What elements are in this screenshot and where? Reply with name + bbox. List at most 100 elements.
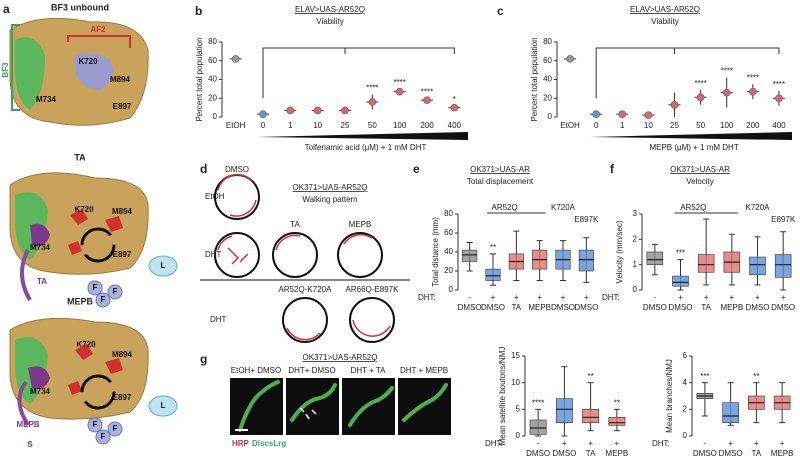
- box: [672, 275, 689, 287]
- y-axis-label: Percent total population: [530, 37, 539, 121]
- x-tick-label: 200: [420, 121, 434, 130]
- y-tick-label: 15: [511, 351, 520, 360]
- view-title: TA: [74, 152, 86, 162]
- group-label: K720A: [551, 203, 576, 212]
- x-tick-label: MEPB: [606, 449, 629, 458]
- point: [450, 103, 459, 112]
- box: [485, 268, 501, 281]
- point: [696, 93, 705, 102]
- point: [644, 111, 653, 119]
- residue-label: K720: [74, 205, 94, 214]
- point: [395, 87, 404, 96]
- row-value: -: [468, 293, 471, 302]
- residue-label: F: [113, 424, 118, 433]
- y-tick-label: 2: [633, 234, 638, 243]
- x-tick-label: 200: [746, 121, 760, 130]
- panel-label: c: [497, 4, 504, 18]
- peptide: [148, 395, 178, 417]
- box: [529, 419, 547, 435]
- condition: DHT+ DMSO: [288, 366, 335, 375]
- residue-label: F: [101, 432, 106, 441]
- af2-bracket: [67, 35, 131, 48]
- residue-label: M894: [112, 350, 133, 359]
- residue-label: M734: [30, 387, 51, 396]
- significance: ****: [366, 84, 378, 93]
- x-tick-label: DMSO: [574, 303, 598, 312]
- x-tick-label: 0: [261, 121, 266, 130]
- row-label: DHT: [210, 315, 227, 324]
- nmj-images: [230, 378, 451, 435]
- x-tick-label: EtOH: [560, 121, 580, 130]
- y-tick-label: 60: [208, 56, 217, 65]
- column-title: DMSO: [225, 165, 249, 174]
- chart-title: OK371>UAS-AR: [670, 165, 730, 174]
- residue-label: BF3: [1, 62, 10, 78]
- condition: DHT + MEPB: [400, 366, 448, 375]
- bf3-site: [15, 37, 45, 111]
- row-value: +: [537, 293, 542, 302]
- arrow: [20, 249, 32, 302]
- point: [670, 101, 679, 109]
- peptide: [87, 417, 123, 445]
- y-tick-label: 3: [633, 209, 638, 218]
- y-axis-label: Mean satellite boutons/NMJ: [498, 347, 507, 446]
- x-tick-label: 10: [313, 121, 322, 130]
- chart-subtitle: Viability: [316, 17, 343, 26]
- point: [722, 88, 731, 97]
- x-tick-label: 400: [772, 121, 786, 130]
- y-tick-label: 5: [516, 404, 521, 413]
- y-tick-label: 4: [683, 378, 688, 387]
- residue-label: AF2: [90, 25, 106, 34]
- residue-label: K720: [76, 340, 96, 349]
- x-tick-label: DMSO: [526, 449, 550, 458]
- box: [555, 398, 573, 423]
- satellite-arrows: [299, 407, 317, 420]
- y-tick-label: 40: [444, 247, 453, 256]
- y-tick-label: 0: [213, 112, 218, 121]
- walking-trace: [217, 174, 391, 341]
- significance: **: [614, 398, 620, 407]
- x-tick-label: 100: [720, 121, 734, 130]
- box: [582, 409, 600, 423]
- dose-wedge: [590, 132, 792, 140]
- residue-label: MEPB: [16, 420, 39, 429]
- residue-label: M894: [112, 207, 133, 216]
- box: [462, 249, 478, 262]
- significance: *: [453, 95, 456, 104]
- row-label: DHT:: [602, 293, 620, 302]
- treatment: TA: [290, 220, 300, 229]
- row-value: -: [537, 439, 540, 448]
- y-axis-label: Mean branches/NMJ: [665, 359, 674, 433]
- x-tick-label: 25: [670, 121, 679, 130]
- panel-label: d: [200, 162, 207, 176]
- ligand: [28, 366, 50, 389]
- group-label: AR52Q: [492, 203, 518, 212]
- significance: ****: [421, 87, 433, 96]
- x-tick-label: 0: [594, 121, 599, 130]
- residue-label: M734: [36, 95, 57, 104]
- panel-label: b: [195, 4, 202, 18]
- row-value: -: [704, 439, 707, 448]
- point: [423, 96, 431, 104]
- group-label: E897K: [574, 215, 599, 224]
- mutant: AR52Q-K720A: [279, 285, 333, 294]
- y-tick-label: 60: [543, 56, 552, 65]
- residue-label: F: [93, 283, 98, 292]
- x-tick-label: EtOH: [226, 121, 246, 130]
- row-value: +: [562, 439, 567, 448]
- y-tick-label: 0: [683, 431, 688, 440]
- x-tick-label: TA: [586, 449, 596, 458]
- x-tick-label: DMSO: [551, 303, 575, 312]
- residue-label: L: [161, 401, 166, 410]
- point: [341, 106, 349, 115]
- y-tick-label: 0: [633, 285, 638, 294]
- significance: **: [753, 372, 759, 381]
- x-tick-label: TA: [701, 303, 711, 312]
- group-label: K720A: [745, 203, 770, 212]
- box: [774, 254, 792, 278]
- row-label: EtOH: [205, 192, 225, 201]
- point: [775, 94, 783, 103]
- group-label: E897K: [771, 215, 796, 224]
- x-tick-label: TA: [512, 303, 522, 312]
